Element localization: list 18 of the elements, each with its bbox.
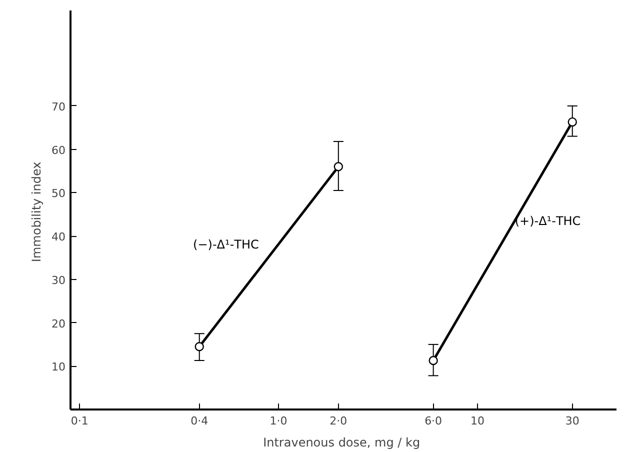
series-label: (−)-Δ¹-THC [193,238,259,252]
x-tick-label: 2·0 [330,414,348,428]
x-tick-label: 0·1 [70,414,88,428]
series-label: (+)-Δ¹-THC [514,214,581,228]
y-tick-label: 70 [52,100,66,114]
x-tick-label: 10 [470,414,484,428]
y-tick-label: 40 [52,230,66,244]
x-tick-label: 6·0 [424,414,442,428]
x-tick-label: 30 [565,414,580,428]
y-tick-label: 50 [52,187,66,200]
x-tick-label: 0·4 [190,414,208,428]
y-axis-title: Immobility index [30,162,44,262]
y-tick-label: 30 [52,274,66,287]
x-axis-title: Intravenous dose, mg / kg [263,436,420,450]
y-tick-label: 60 [52,144,66,157]
x-tick-label: 1·0 [270,414,288,428]
y-tick-label: 20 [52,317,66,330]
y-tick-label: 10 [52,360,66,374]
